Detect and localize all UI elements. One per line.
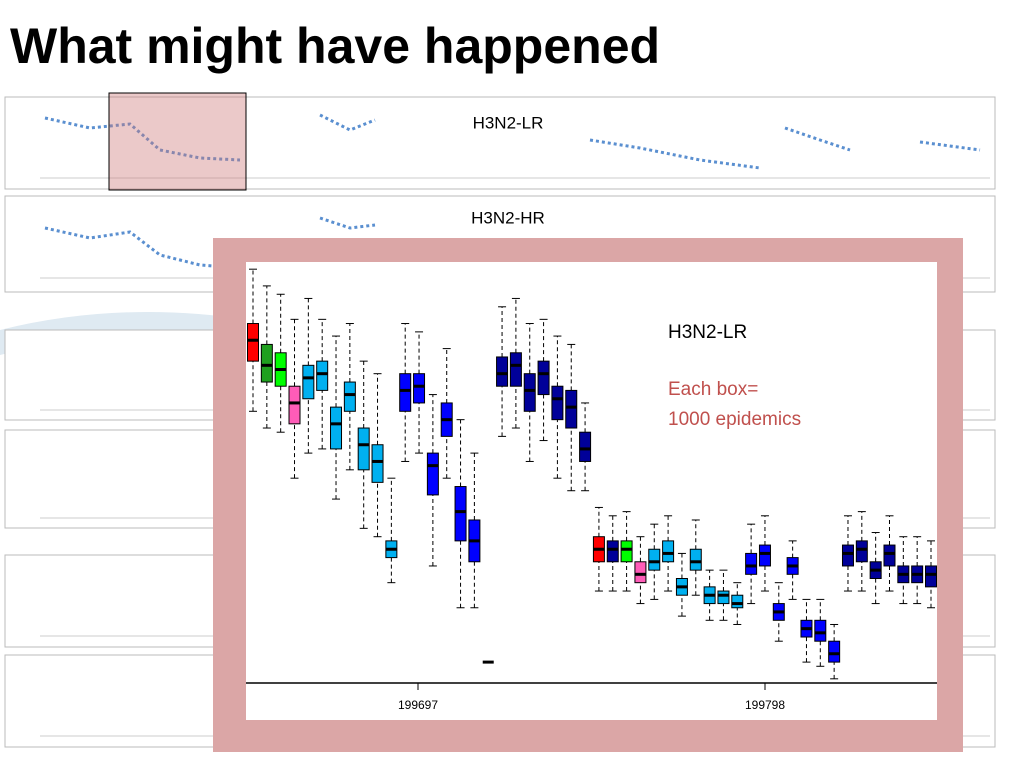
- box: [579, 431, 592, 462]
- zoom-panel: [246, 262, 937, 720]
- thumb-series: [44, 216, 376, 270]
- box: [828, 640, 841, 663]
- x-tick-label: 199697: [398, 698, 438, 712]
- box: [925, 565, 937, 588]
- box: [565, 389, 578, 429]
- box: [634, 561, 647, 584]
- box: [426, 452, 439, 496]
- box: [343, 381, 356, 412]
- box: [551, 385, 564, 421]
- box: [302, 364, 315, 400]
- thumb-label: H3N2-HR: [471, 208, 545, 227]
- box: [717, 590, 730, 605]
- chart-label: H3N2-LR: [668, 322, 747, 343]
- box: [537, 360, 550, 396]
- box: [841, 544, 854, 567]
- box: [648, 548, 661, 571]
- box: [689, 548, 702, 571]
- box: [496, 356, 509, 387]
- x-tick-label: 199798: [745, 698, 785, 712]
- slide-title: What might have happened: [10, 18, 660, 74]
- plot: 199697 199798: [247, 268, 937, 712]
- thumbnail: [4, 96, 996, 190]
- box: [288, 385, 301, 425]
- box: [731, 594, 744, 609]
- box: [509, 352, 522, 387]
- annotation: Each box=: [668, 379, 758, 400]
- box: [758, 544, 771, 567]
- box: [330, 406, 343, 450]
- box: [316, 360, 329, 391]
- box: [855, 540, 868, 563]
- box: [260, 343, 273, 383]
- box: [883, 544, 896, 567]
- thumb-label: H3N2-LR: [473, 113, 544, 132]
- box: [620, 540, 633, 563]
- box: [399, 373, 412, 412]
- box: [371, 444, 384, 483]
- box: [357, 427, 370, 471]
- box: [662, 540, 675, 563]
- box: [454, 486, 467, 542]
- highlight-box: [108, 92, 247, 191]
- box: [606, 540, 619, 563]
- annotation: 1000 epidemics: [668, 409, 801, 430]
- box: [413, 373, 426, 404]
- box: [814, 619, 827, 642]
- box: [523, 373, 536, 412]
- box: [247, 323, 259, 362]
- box: [745, 552, 758, 575]
